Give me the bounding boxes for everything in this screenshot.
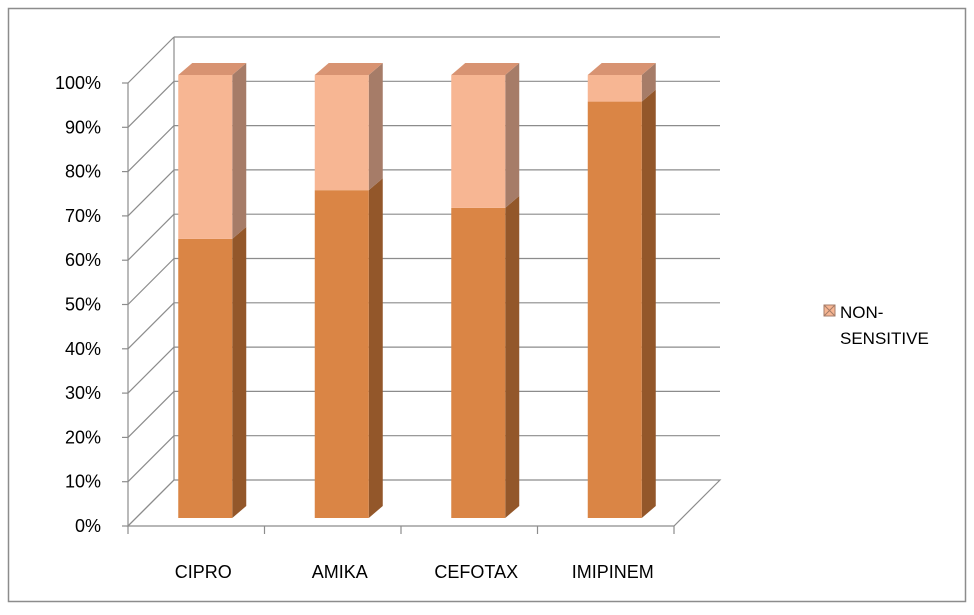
gridline-diagonal (127, 258, 175, 305)
bar-side-series-0 (368, 178, 383, 518)
y-tick-label: 0% (75, 516, 101, 536)
legend-label-line: SENSITIVE (840, 329, 929, 348)
y-tick-label: 40% (65, 339, 101, 359)
bars (178, 63, 656, 518)
x-tick-label: IMIPINEM (572, 562, 654, 582)
chart-floor (126, 479, 722, 527)
x-tick-label: CIPRO (175, 562, 232, 582)
legend-swatch-detail (823, 304, 836, 317)
bar-side-non-sensitive (505, 63, 520, 208)
bar-segment-series-0 (178, 238, 233, 518)
gridline-diagonal (127, 169, 175, 217)
legend-label-line: NON- (840, 303, 883, 322)
bar-top-non-sensitive (314, 63, 383, 75)
bar-side-non-sensitive (368, 63, 383, 191)
bar-side-non-sensitive (232, 63, 247, 239)
x-tick-labels: CIPRO AMIKA CEFOTAX IMIPINEM (175, 562, 654, 582)
legend: NON- SENSITIVE (823, 303, 929, 348)
y-tick-label: 60% (65, 250, 101, 270)
y-tick-label: 50% (65, 295, 101, 315)
x-tick-label: CEFOTAX (434, 562, 518, 582)
gridline-diagonal (127, 80, 175, 128)
bar-side-non-sensitive (641, 63, 656, 102)
bar-segment-series-0 (451, 207, 506, 518)
y-tick-labels: 0% 10% 20% 30% 40% 50% 60% 70% 80% 90% 100% (55, 73, 101, 536)
y-tick-label: 10% (65, 472, 101, 492)
axes (122, 37, 722, 534)
gridline-diagonal (127, 125, 175, 173)
bar-side-series-0 (505, 195, 520, 518)
bar-segment-series-0 (587, 101, 642, 518)
x-tick-label: AMIKA (312, 562, 368, 582)
y-tick-label: 100% (55, 73, 101, 93)
legend-label-non-sensitive: NON- SENSITIVE (840, 303, 929, 348)
y-tick-label: 30% (65, 383, 101, 403)
gridline-diagonal (127, 390, 175, 438)
bar-top-non-sensitive (178, 63, 247, 75)
bar-top-non-sensitive (587, 63, 656, 75)
gridline-diagonal (127, 302, 175, 350)
bar-segment-series-0 (314, 190, 369, 518)
y-tick-label: 20% (65, 427, 101, 447)
y-tick-label: 80% (65, 162, 101, 182)
bar-side-series-0 (232, 226, 247, 518)
bar-segment-non-sensitive (178, 75, 233, 239)
gridline-diagonal (127, 435, 175, 483)
gridline-diagonal (127, 213, 175, 261)
y-tick-label: 90% (65, 117, 101, 137)
bar-side-series-0 (641, 89, 656, 518)
bar-top-non-sensitive (451, 63, 520, 75)
bar-segment-non-sensitive (314, 75, 369, 191)
bar-segment-non-sensitive (587, 75, 642, 102)
gridline-diagonal (127, 346, 175, 394)
gridline-diagonal (127, 36, 175, 84)
bar-segment-non-sensitive (451, 75, 506, 208)
y-tick-label: 70% (65, 206, 101, 226)
